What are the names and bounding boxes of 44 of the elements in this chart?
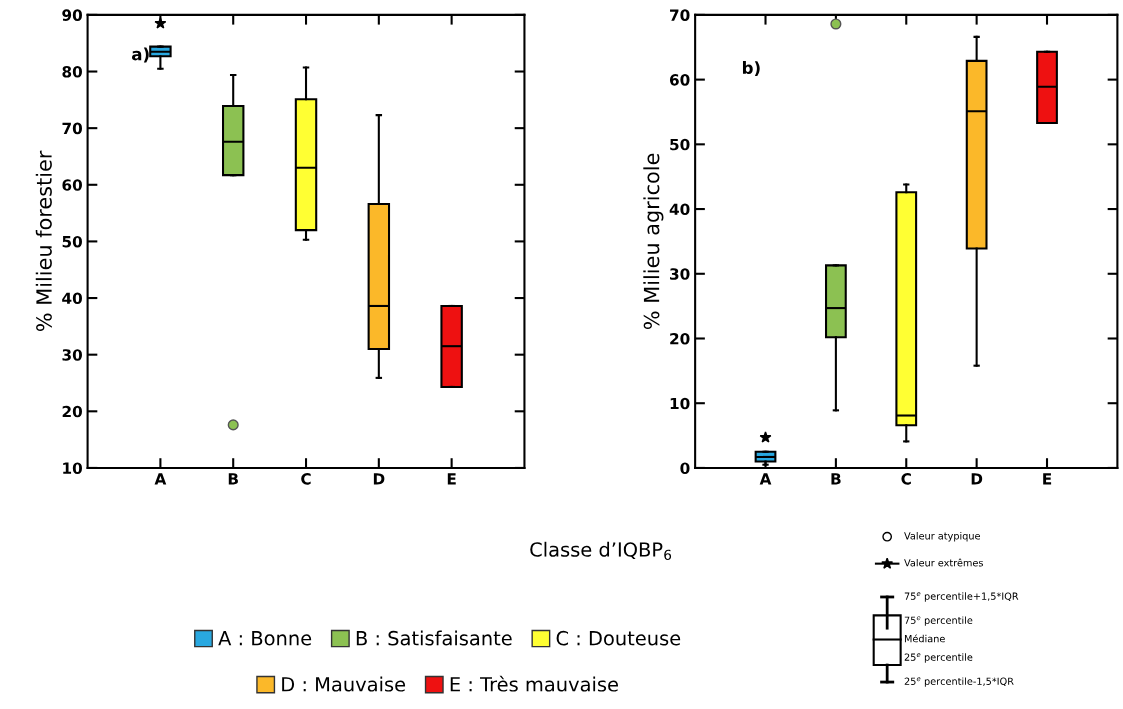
text: Valeur atypique (904, 532, 980, 542)
x-tick-label: D (971, 473, 983, 485)
x-tick-label: E (447, 473, 456, 485)
y-tick-label: 50 (62, 235, 82, 248)
text: Valeur extrêmes (904, 558, 983, 567)
y-tick-label: 20 (670, 332, 690, 345)
legend-label: B : Satisfaisante (356, 630, 512, 646)
y-tick-label: 20 (62, 405, 82, 418)
y-tick-label: 60 (62, 179, 82, 191)
y-tick-label: 30 (670, 268, 690, 280)
y-tick-label: 0 (680, 462, 690, 474)
y-tick-label: 60 (669, 74, 690, 86)
x-tick-label: C (301, 473, 311, 485)
y-tick-label: 70 (62, 122, 82, 135)
x-tick-label: B (831, 473, 841, 485)
x-axis-title: Classe d’IQBP$_{6}$ (530, 541, 672, 560)
legend-label: E : Très mauvaise (450, 675, 618, 692)
legend-label: C : Douteuse (556, 630, 681, 646)
x-tick-label: A (759, 473, 772, 485)
legend-label: D : Mauvaise (282, 676, 406, 692)
text: Médiane (904, 634, 945, 643)
y-tick-label: 80 (62, 65, 82, 78)
x-tick-label: D (373, 473, 385, 485)
y-tick-label: 70 (670, 9, 690, 21)
y-tick-label: 40 (62, 292, 82, 305)
text: 75$^{e}$ percentile+1,5*IQR (904, 592, 1019, 602)
text: 25$^{e}$ percentile-1,5*IQR (904, 677, 1014, 687)
legend-label: A : Bonne (218, 631, 312, 646)
y-tick-label: 30 (62, 349, 82, 361)
y-tick-label: 10 (63, 462, 82, 474)
x-tick-label: B (228, 473, 238, 485)
text: 75$^{e}$ percentile (904, 616, 973, 626)
text: 25$^{e}$ percentile (904, 653, 973, 663)
x-tick-label: E (1043, 473, 1052, 485)
y-tick-label: 50 (670, 138, 690, 151)
x-tick-label: C (901, 473, 911, 485)
annotation: b) (742, 61, 760, 76)
y-tick-label: 10 (670, 397, 690, 410)
y-tick-label: 40 (669, 203, 690, 216)
y-axis-title: % Milieu forestier (35, 150, 52, 332)
y-axis-title: % Milieu agricole (643, 153, 664, 330)
annotation: a) (131, 47, 149, 63)
y-tick-label: 90 (62, 9, 82, 21)
x-tick-label: A (154, 473, 167, 485)
